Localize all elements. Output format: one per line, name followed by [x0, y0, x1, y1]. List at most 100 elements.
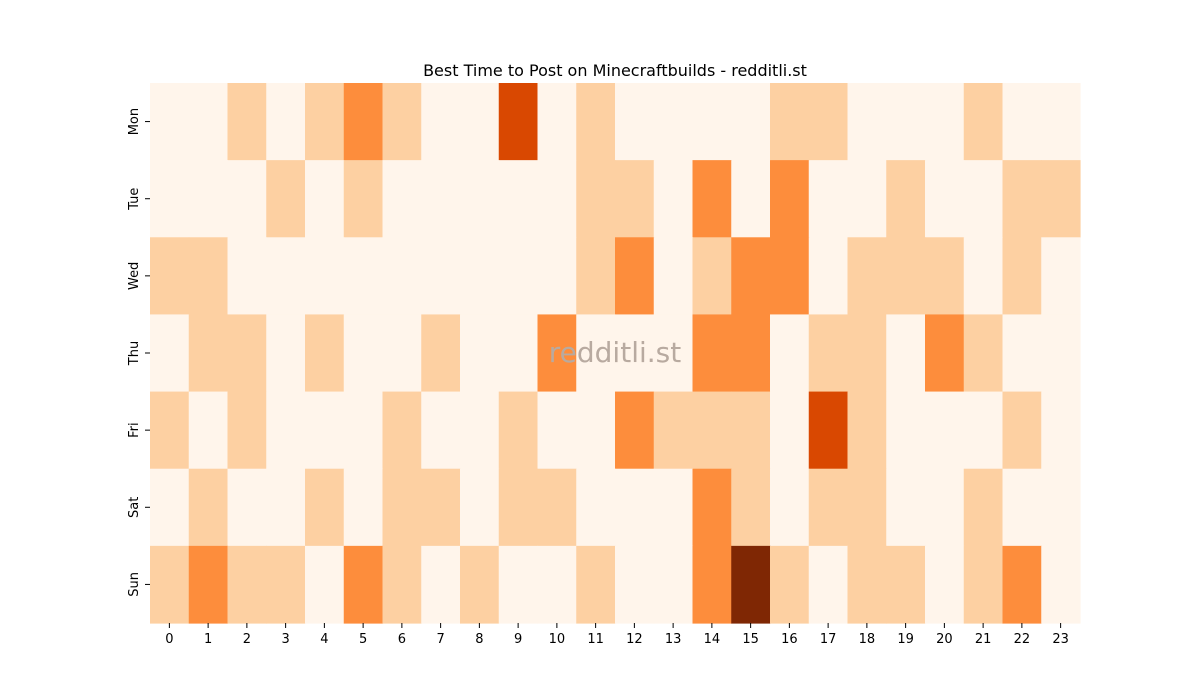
heatmap-cell-wed-21	[963, 237, 1004, 316]
y-tick-label: Tue	[127, 188, 142, 211]
heatmap-cell-mon-5	[343, 83, 384, 161]
heatmap-cell-sat-5	[343, 468, 384, 547]
heatmap-cell-tue-5	[343, 160, 384, 238]
heatmap-cell-fri-20	[925, 391, 965, 470]
heatmap-cell-wed-15	[731, 237, 771, 316]
heatmap-cell-wed-18	[847, 237, 887, 316]
heatmap-cell-thu-5	[343, 314, 384, 393]
watermark-text: redditli.st	[549, 336, 681, 369]
heatmap-cell-thu-12	[615, 314, 655, 393]
heatmap-cell-tue-21	[963, 160, 1004, 238]
heatmap-cell-tue-22	[1002, 160, 1042, 238]
heatmap-cell-sun-4	[305, 545, 345, 624]
heatmap-cell-mon-13	[653, 83, 694, 161]
heatmap-cell-thu-21	[963, 314, 1004, 393]
heatmap-cell-mon-15	[731, 83, 771, 161]
heatmap-cell-thu-9	[498, 314, 539, 393]
heatmap-cell-thu-10	[537, 314, 577, 393]
x-tick-label: 19	[897, 632, 914, 647]
heatmap-cell-tue-3	[266, 160, 306, 238]
heatmap-cell-wed-17	[808, 237, 849, 316]
heatmap-cell-mon-11	[576, 83, 616, 161]
heatmap-cell-sun-11	[576, 545, 616, 624]
heatmap-cell-fri-17	[808, 391, 849, 470]
y-tick-label: Mon	[127, 108, 142, 135]
heatmap-cell-sun-23	[1041, 545, 1081, 624]
heatmap-cell-sun-10	[537, 545, 577, 624]
heatmap-cell-tue-4	[305, 160, 345, 238]
heatmap-cell-fri-9	[498, 391, 539, 470]
heatmap-cell-fri-11	[576, 391, 616, 470]
heatmap-cell-tue-0	[150, 160, 190, 238]
heatmap-cell-sun-15	[731, 545, 771, 624]
heatmap-cell-thu-23	[1041, 314, 1081, 393]
heatmap-cell-thu-22	[1002, 314, 1042, 393]
heatmap-cell-thu-6	[382, 314, 422, 393]
heatmap-cell-thu-7	[421, 314, 461, 393]
heatmap-cell-wed-2	[227, 237, 267, 316]
heatmap-cell-sat-20	[925, 468, 965, 547]
heatmap-cell-thu-3	[266, 314, 306, 393]
heatmap-cell-thu-19	[886, 314, 926, 393]
x-tick-label: 17	[820, 632, 837, 647]
heatmap-cell-sun-16	[770, 545, 810, 624]
heatmap-cell-thu-13	[653, 314, 694, 393]
heatmap-cell-sat-1	[188, 468, 229, 547]
heatmap-cell-mon-19	[886, 83, 926, 161]
heatmap-cell-mon-3	[266, 83, 306, 161]
x-tick-label: 10	[549, 632, 566, 647]
heatmap-cell-wed-1	[188, 237, 229, 316]
heatmap-cell-tue-17	[808, 160, 849, 238]
heatmap-cell-wed-9	[498, 237, 539, 316]
heatmap-cell-wed-12	[615, 237, 655, 316]
heatmap-cell-fri-16	[770, 391, 810, 470]
heatmap-cell-sun-7	[421, 545, 461, 624]
x-tick-label: 6	[398, 632, 406, 647]
heatmap-cell-wed-6	[382, 237, 422, 316]
heatmap-cell-sun-22	[1002, 545, 1042, 624]
heatmap-cell-sun-17	[808, 545, 849, 624]
heatmap-cell-sat-0	[150, 468, 190, 547]
heatmap-cell-sat-23	[1041, 468, 1081, 547]
heatmap-cell-mon-9	[498, 83, 539, 161]
x-tick-label: 9	[514, 632, 522, 647]
x-tick-label: 18	[859, 632, 876, 647]
heatmap-cell-wed-10	[537, 237, 577, 316]
heatmap-cell-fri-14	[692, 391, 732, 470]
heatmap-cell-thu-18	[847, 314, 887, 393]
heatmap-cell-wed-7	[421, 237, 461, 316]
heatmap-cell-mon-17	[808, 83, 849, 161]
heatmap-cell-mon-18	[847, 83, 887, 161]
heatmap-cell-fri-6	[382, 391, 422, 470]
heatmap-cell-tue-16	[770, 160, 810, 238]
heatmap-cell-sat-13	[653, 468, 694, 547]
y-tick-label: Sun	[127, 572, 142, 597]
chart-title: Best Time to Post on Minecraftbuilds - r…	[423, 61, 807, 80]
x-tick-label: 20	[936, 632, 953, 647]
heatmap-cell-sun-8	[460, 545, 500, 624]
heatmap-cell-sat-10	[537, 468, 577, 547]
x-tick-label: 11	[587, 632, 604, 647]
heatmap-cell-mon-7	[421, 83, 461, 161]
x-tick-label: 23	[1052, 632, 1069, 647]
x-tick-label: 8	[475, 632, 483, 647]
heatmap-cell-mon-21	[963, 83, 1004, 161]
heatmap-cell-fri-23	[1041, 391, 1081, 470]
heatmap-cell-sat-2	[227, 468, 267, 547]
heatmap-cell-thu-4	[305, 314, 345, 393]
heatmap-cell-tue-10	[537, 160, 577, 238]
heatmap-cell-sun-14	[692, 545, 732, 624]
heatmap-cell-mon-10	[537, 83, 577, 161]
heatmap-cell-fri-2	[227, 391, 267, 470]
heatmap-cell-tue-2	[227, 160, 267, 238]
heatmap-cell-sat-6	[382, 468, 422, 547]
x-tick-label: 16	[781, 632, 798, 647]
heatmap-cell-wed-16	[770, 237, 810, 316]
y-axis: Mon Tue Wed Thu Fri Sat Sun	[127, 108, 150, 597]
heatmap-cell-tue-11	[576, 160, 616, 238]
x-tick-label: 14	[704, 632, 721, 647]
heatmap-cell-fri-21	[963, 391, 1004, 470]
heatmap-cell-sat-21	[963, 468, 1004, 547]
heatmap-cell-sat-12	[615, 468, 655, 547]
heatmap-cell-thu-14	[692, 314, 732, 393]
